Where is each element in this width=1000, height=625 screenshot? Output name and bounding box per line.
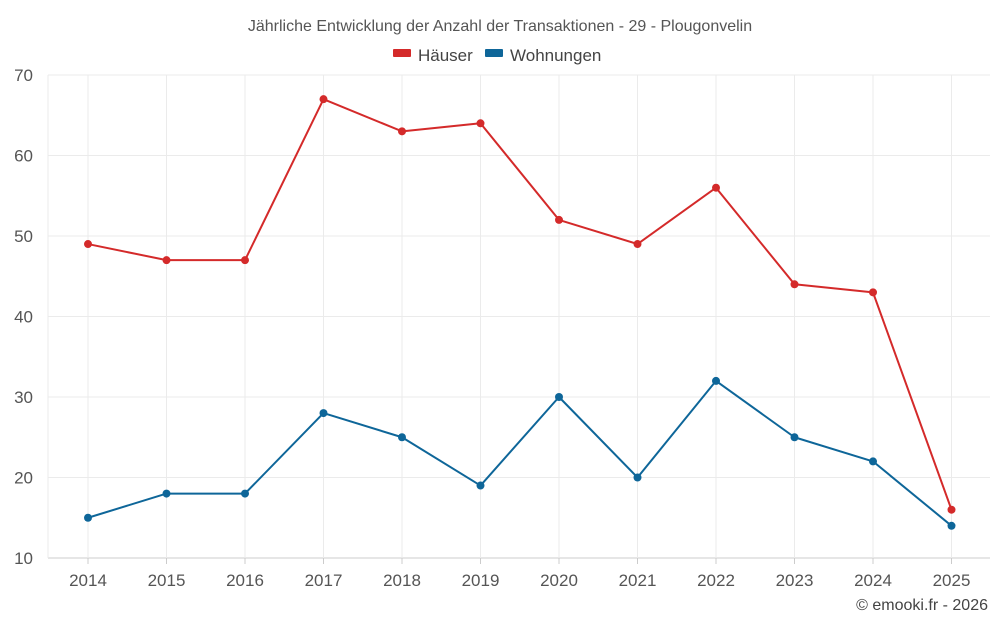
- data-point-wohnungen-2018[interactable]: [398, 433, 406, 442]
- x-tick-label: 2020: [540, 571, 578, 590]
- data-point-haeuser-2021[interactable]: [633, 240, 642, 249]
- x-tick-label: 2021: [619, 571, 657, 590]
- data-point-wohnungen-2020[interactable]: [555, 393, 563, 401]
- data-point-haeuser-2017[interactable]: [319, 95, 328, 104]
- data-point-haeuser-2024[interactable]: [869, 288, 877, 297]
- data-point-haeuser-2016[interactable]: [241, 256, 249, 265]
- data-point-haeuser-2015[interactable]: [162, 256, 171, 265]
- data-point-wohnungen-2021[interactable]: [633, 473, 642, 482]
- y-tick-label: 60: [14, 147, 33, 166]
- data-point-haeuser-2023[interactable]: [790, 280, 799, 289]
- grid: [47, 74, 990, 564]
- series-line-haeuser: [87, 98, 953, 511]
- y-tick-label: 40: [14, 308, 33, 327]
- legend-swatch-wohnungen: [485, 49, 503, 57]
- data-point-wohnungen-2022[interactable]: [712, 376, 720, 385]
- x-tick-label: 2023: [776, 571, 814, 590]
- y-tick-label: 30: [14, 388, 33, 407]
- data-point-haeuser-2022[interactable]: [712, 183, 720, 192]
- x-tick-label: 2024: [854, 571, 892, 590]
- data-point-wohnungen-2024[interactable]: [869, 457, 877, 466]
- data-point-wohnungen-2019[interactable]: [476, 481, 485, 490]
- legend-swatch-haeuser: [393, 49, 411, 57]
- data-point-wohnungen-2025[interactable]: [947, 521, 956, 530]
- y-tick-label: 70: [14, 66, 33, 85]
- data-point-haeuser-2018[interactable]: [398, 127, 406, 136]
- y-axis-ticks: 10 20 30 40 50 60 70: [14, 66, 33, 568]
- x-tick-label: 2025: [933, 571, 971, 590]
- series-line-wohnungen: [87, 379, 953, 527]
- data-point-wohnungen-2014[interactable]: [84, 513, 92, 522]
- data-point-haeuser-2014[interactable]: [84, 240, 92, 249]
- chart-title: Jährliche Entwicklung der Anzahl der Tra…: [248, 18, 752, 35]
- x-axis-ticks: 2014 2015 2016 2017 2018 2019 2020 2021 2022 2023…: [69, 571, 970, 590]
- x-tick-label: 2015: [148, 571, 186, 590]
- legend: Häuser Wohnungen: [393, 46, 601, 65]
- data-point-wohnungen-2016[interactable]: [241, 489, 249, 498]
- y-tick-label: 10: [14, 549, 33, 568]
- data-point-wohnungen-2017[interactable]: [319, 409, 328, 418]
- legend-label-wohnungen[interactable]: Wohnungen: [510, 46, 601, 65]
- data-point-wohnungen-2023[interactable]: [790, 433, 799, 442]
- data-point-haeuser-2019[interactable]: [476, 119, 485, 128]
- credit-text: © emooki.fr - 2026: [856, 597, 988, 614]
- x-tick-label: 2019: [462, 571, 500, 590]
- data-point-haeuser-2025[interactable]: [947, 505, 956, 514]
- series: [84, 95, 956, 530]
- x-tick-label: 2017: [305, 571, 343, 590]
- data-point-wohnungen-2015[interactable]: [162, 489, 171, 498]
- y-tick-label: 20: [14, 469, 33, 488]
- x-tick-label: 2016: [226, 571, 264, 590]
- y-tick-label: 50: [14, 227, 33, 246]
- legend-label-haeuser[interactable]: Häuser: [418, 46, 473, 65]
- data-point-haeuser-2020[interactable]: [555, 215, 563, 224]
- x-tick-label: 2018: [383, 571, 421, 590]
- x-tick-label: 2022: [697, 571, 735, 590]
- x-tick-label: 2014: [69, 571, 107, 590]
